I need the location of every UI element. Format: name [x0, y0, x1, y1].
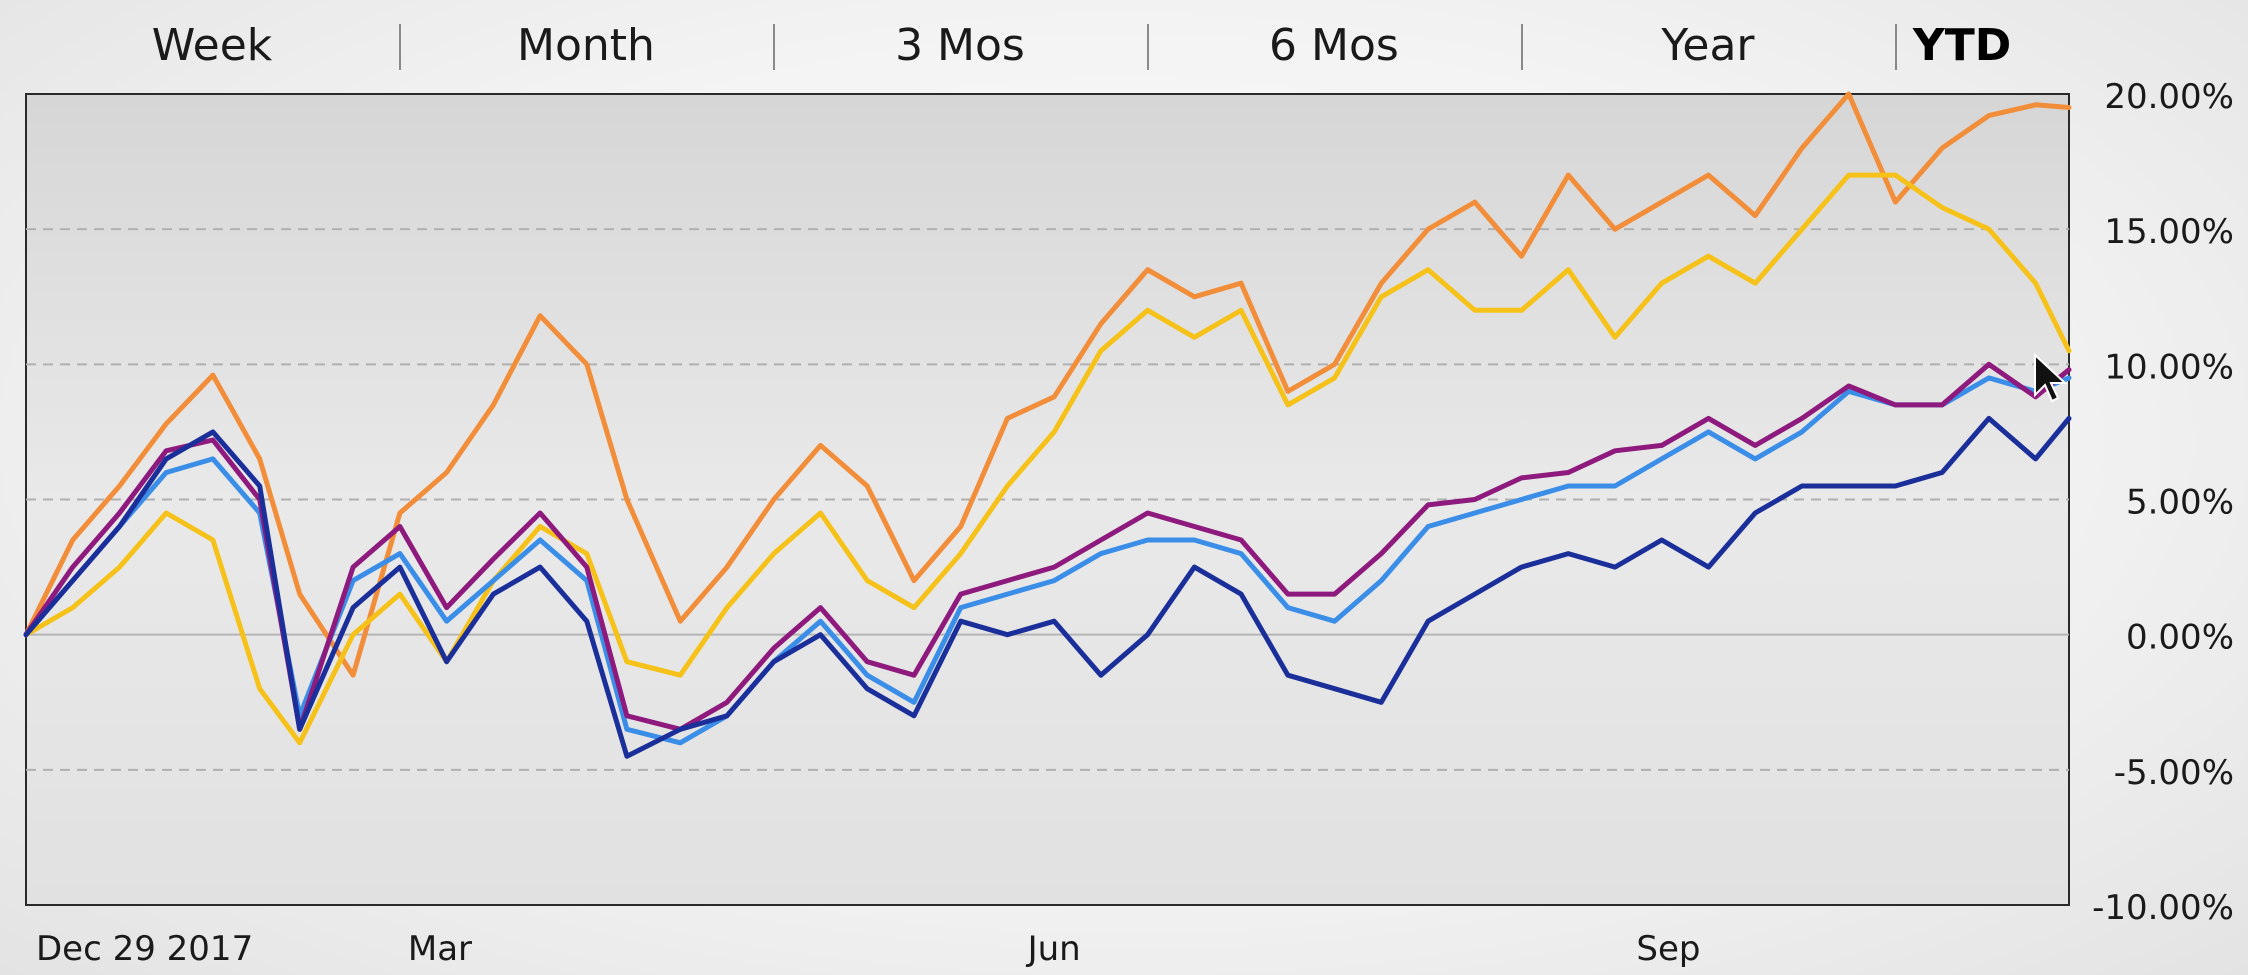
x-tick-label: Sep: [1636, 929, 1700, 969]
y-tick-label: 0.00%: [2126, 618, 2234, 658]
tab-3-mos[interactable]: 3 Mos: [772, 0, 1147, 92]
range-tabs: Week Month 3 Mos 6 Mos Year YTD: [25, 0, 2070, 92]
series-line-4: [23, 361, 2072, 732]
tab-6-mos[interactable]: 6 Mos: [1146, 0, 1521, 92]
tab-year[interactable]: Year: [1520, 0, 1895, 92]
series-line-2: [23, 172, 2072, 746]
y-tick-label: 5.00%: [2126, 483, 2234, 523]
y-tick-label: -10.00%: [2092, 888, 2234, 928]
tab-week[interactable]: Week: [151, 20, 273, 71]
x-tick-label: Dec 29 2017: [36, 929, 253, 969]
tab-ytd[interactable]: YTD: [1894, 0, 2070, 92]
y-tick-label: 10.00%: [2104, 347, 2234, 387]
series-line-3: [23, 375, 2072, 746]
x-tick-label: Mar: [408, 929, 472, 969]
y-tick-label: -5.00%: [2114, 753, 2234, 793]
x-tick-label: Jun: [1026, 929, 1081, 969]
y-tick-label: 15.00%: [2104, 212, 2234, 252]
mouse-cursor-icon: [2034, 352, 2068, 403]
tab-month[interactable]: Month: [398, 0, 773, 92]
series-line-5: [23, 415, 2072, 759]
y-tick-label: 20.00%: [2104, 77, 2234, 117]
